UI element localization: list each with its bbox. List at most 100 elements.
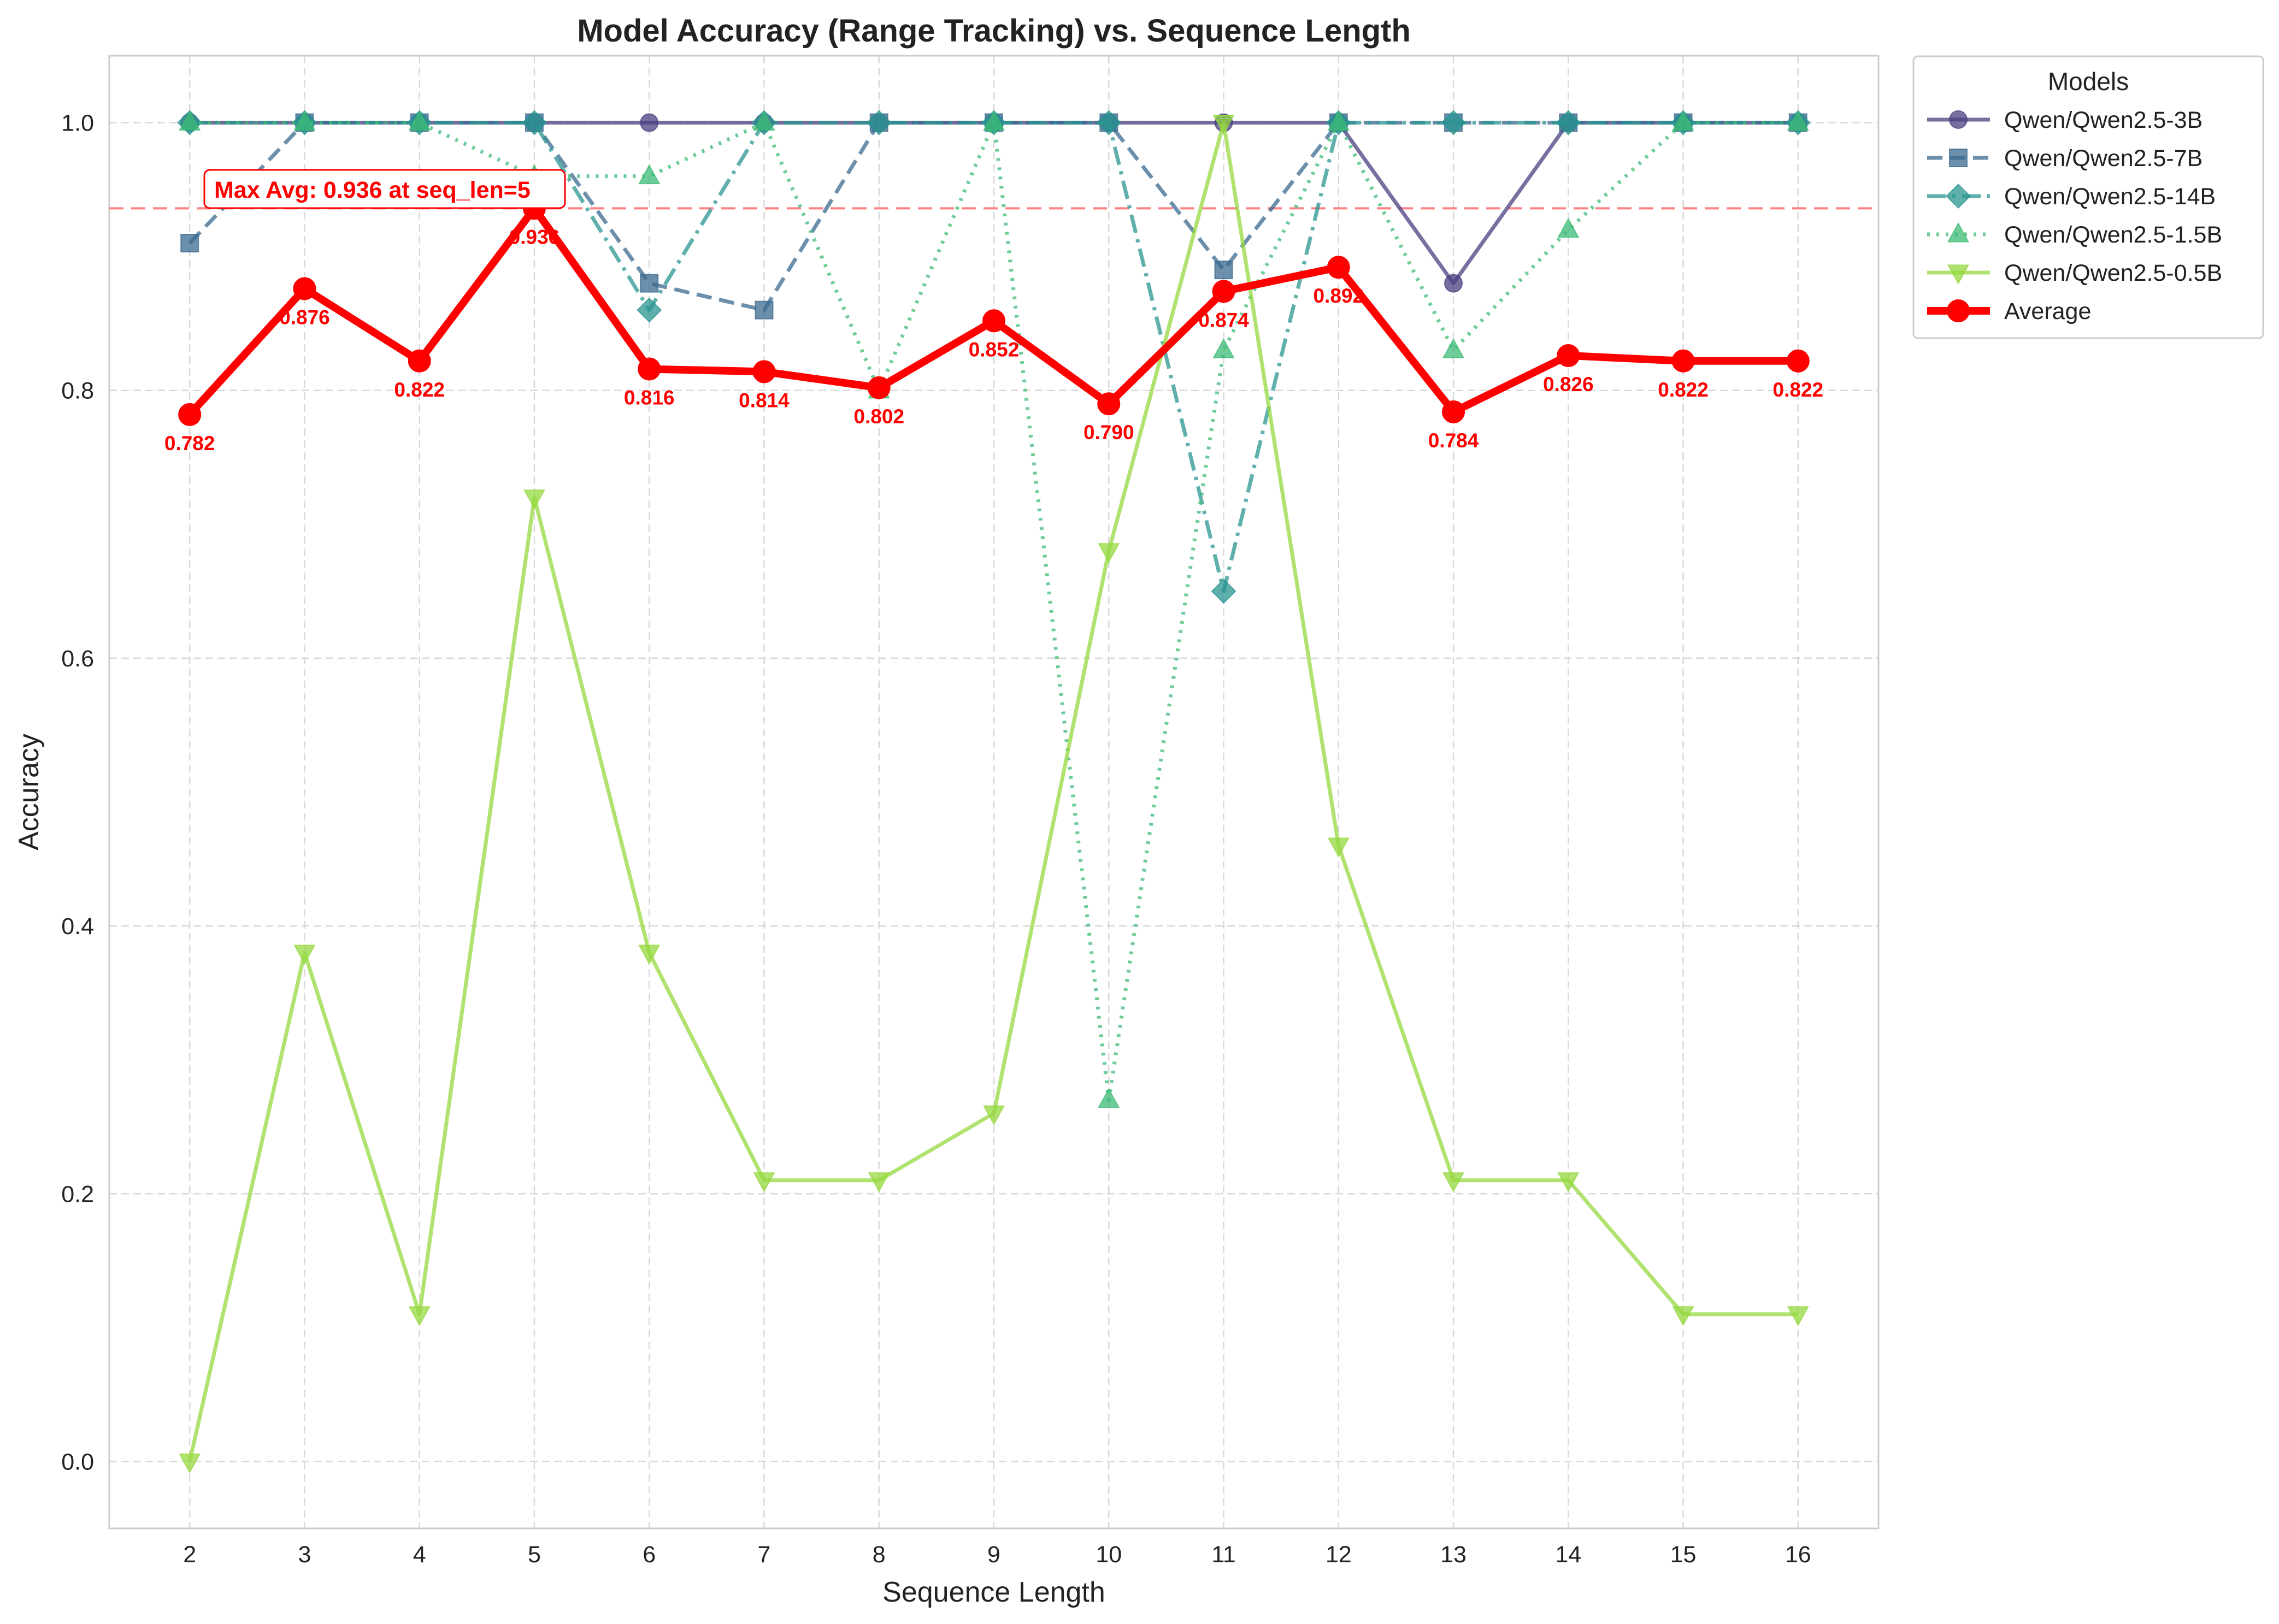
series-point	[982, 110, 1005, 131]
series-point	[1442, 400, 1465, 423]
series-point	[1787, 1306, 1809, 1326]
series-point	[1212, 338, 1235, 358]
series-point	[1097, 392, 1121, 416]
series-point	[868, 1172, 890, 1192]
series-point	[1214, 261, 1233, 280]
series-point	[1098, 543, 1120, 563]
y-tick-label: 1.0	[61, 110, 94, 137]
series-point	[640, 274, 659, 293]
legend-title: Models	[2048, 67, 2129, 96]
plot-frame	[108, 55, 1880, 1529]
series-point	[180, 234, 199, 253]
legend-swatch-marker	[1947, 264, 1970, 285]
series-point	[982, 309, 1005, 333]
series-point	[867, 376, 891, 399]
series-point	[523, 489, 546, 510]
x-tick-label: 5	[528, 1542, 541, 1568]
x-tick-label: 2	[183, 1542, 196, 1568]
series-point	[753, 110, 775, 131]
data-label: 0.826	[1543, 373, 1594, 395]
series-point	[1672, 1306, 1694, 1326]
legend-swatch-marker	[1945, 183, 1971, 209]
series-point	[1327, 837, 1350, 858]
legend-item: Qwen/Qwen2.5-14B	[1927, 183, 2216, 210]
series-point	[638, 944, 661, 965]
x-tick-label: 12	[1326, 1542, 1352, 1568]
y-tick-label: 0.6	[61, 646, 94, 672]
series-point	[1557, 344, 1580, 368]
legend-label: Qwen/Qwen2.5-0.5B	[2004, 260, 2222, 286]
data-label: 0.892	[1313, 285, 1364, 307]
series-point	[1212, 114, 1235, 135]
y-axis-label: Accuracy	[13, 734, 45, 851]
legend-item: Qwen/Qwen2.5-1.5B	[1927, 222, 2222, 248]
x-tick-label: 6	[643, 1542, 656, 1568]
data-label: 0.822	[394, 379, 445, 401]
series-point	[1557, 1172, 1580, 1192]
chart-title: Model Accuracy (Range Tracking) vs. Sequ…	[577, 13, 1411, 49]
series-point	[1442, 338, 1465, 358]
series-point	[753, 1172, 775, 1192]
y-tick-label: 0.0	[61, 1449, 94, 1475]
series-point	[638, 357, 661, 381]
series-point	[1327, 110, 1350, 131]
series-point	[1096, 110, 1122, 135]
data-label-layer: 0.782 0.876 0.822 0.936 0.816 0.814 0.802 0.852…	[164, 226, 1823, 454]
series-point	[1327, 256, 1350, 279]
legend-swatch-marker	[1949, 110, 1968, 129]
y-axis-ticks: 0.0 0.2 0.4 0.6 0.8 1.0	[61, 110, 94, 1475]
series-point	[866, 110, 892, 135]
legend-item: Average	[1927, 298, 2091, 324]
series-point	[178, 403, 202, 426]
legend-box	[1912, 55, 2264, 339]
data-label: 0.784	[1428, 429, 1479, 452]
data-label: 0.814	[739, 389, 790, 411]
series-point	[1211, 578, 1236, 604]
x-tick-label: 15	[1670, 1542, 1697, 1568]
x-tick-label: 4	[413, 1542, 426, 1568]
data-label: 0.874	[1198, 309, 1249, 331]
series-point	[1444, 274, 1463, 293]
series-point	[408, 349, 431, 373]
legend-item: Qwen/Qwen2.5-0.5B	[1927, 260, 2222, 286]
series-point	[521, 110, 547, 135]
series-point	[637, 297, 662, 323]
series-point	[1672, 110, 1694, 131]
legend-items: Qwen/Qwen2.5-3B Qwen/Qwen2.5-7B Qwen/Qwen2…	[1927, 107, 2222, 324]
data-label: 0.822	[1658, 379, 1709, 401]
legend-swatch-marker	[1947, 299, 1970, 322]
x-tick-label: 11	[1211, 1542, 1236, 1568]
annotation: Max Avg: 0.936 at seq_len=5	[203, 169, 566, 209]
series-5	[178, 197, 1810, 426]
x-tick-label: 7	[758, 1542, 771, 1568]
x-tick-label: 3	[298, 1542, 311, 1568]
legend-label: Qwen/Qwen2.5-14B	[2004, 184, 2216, 210]
data-label: 0.790	[1083, 421, 1134, 444]
series-point	[1557, 217, 1580, 238]
x-tick-label: 16	[1785, 1542, 1811, 1568]
series-point	[638, 164, 661, 185]
legend-swatch-marker	[1949, 149, 1968, 167]
series-point	[640, 113, 659, 132]
series-layer	[177, 110, 1811, 1474]
data-label: 0.822	[1773, 379, 1824, 401]
series-point	[179, 1453, 201, 1474]
annotation-text: Max Avg: 0.936 at seq_len=5	[214, 177, 531, 203]
legend-label: Qwen/Qwen2.5-7B	[2004, 145, 2203, 172]
data-label: 0.936	[509, 226, 560, 248]
y-tick-label: 0.4	[61, 913, 94, 940]
data-label: 0.852	[969, 338, 1020, 361]
series-point	[982, 1105, 1005, 1126]
data-label: 0.782	[164, 432, 215, 454]
legend-item: Qwen/Qwen2.5-3B	[1927, 107, 2203, 133]
legend: Models Qwen/Qwen2.5-3BQwen/Qwen2.5-7BQwe…	[1912, 55, 2264, 339]
legend-label: Qwen/Qwen2.5-1.5B	[2004, 222, 2222, 248]
data-label: 0.816	[624, 387, 675, 409]
series-point	[755, 300, 774, 320]
series-point	[1441, 110, 1467, 135]
series-point	[752, 360, 776, 383]
series-point	[293, 277, 316, 300]
x-tick-label: 14	[1555, 1542, 1581, 1568]
